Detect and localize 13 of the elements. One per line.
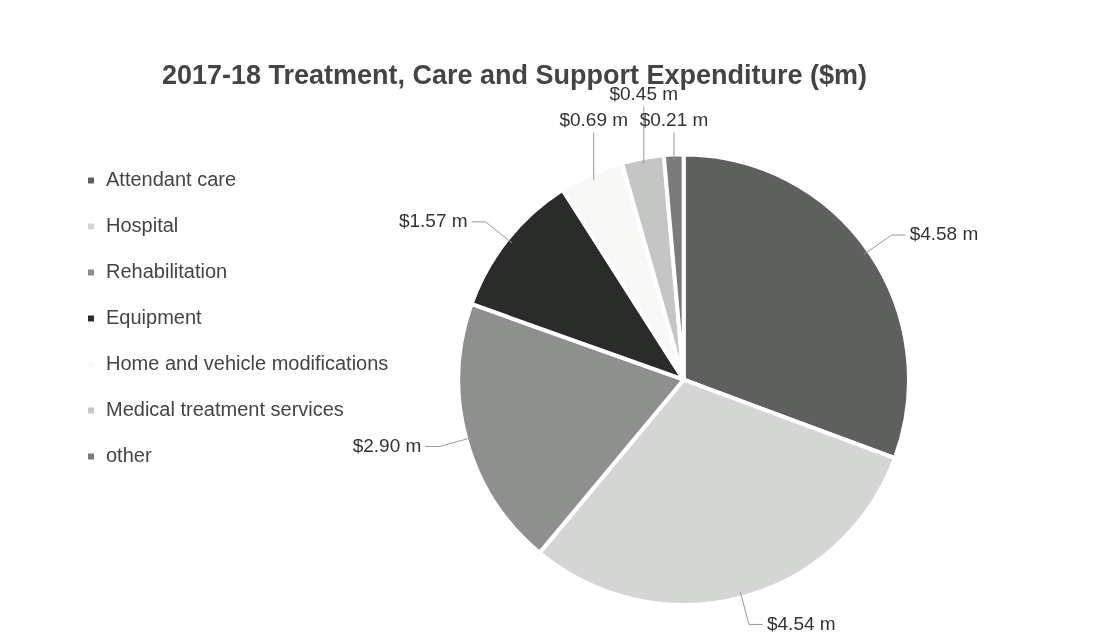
- data-label: $4.54 m: [766, 612, 836, 634]
- data-label: $0.69 m: [559, 109, 629, 131]
- legend-label: Hospital: [106, 214, 179, 237]
- legend-label: Attendant care: [106, 168, 237, 191]
- legend-label: Equipment: [106, 306, 203, 329]
- legend-label: Home and vehicle modifications: [106, 352, 389, 375]
- data-label: $1.57 m: [398, 210, 468, 232]
- legend-label: other: [106, 444, 152, 467]
- data-label: $0.21 m: [639, 109, 709, 131]
- legend-label: Medical treatment services: [106, 398, 344, 421]
- data-label: $2.90 m: [352, 434, 422, 456]
- data-label: $4.58 m: [909, 223, 979, 245]
- legend-label: Rehabilitation: [106, 260, 228, 283]
